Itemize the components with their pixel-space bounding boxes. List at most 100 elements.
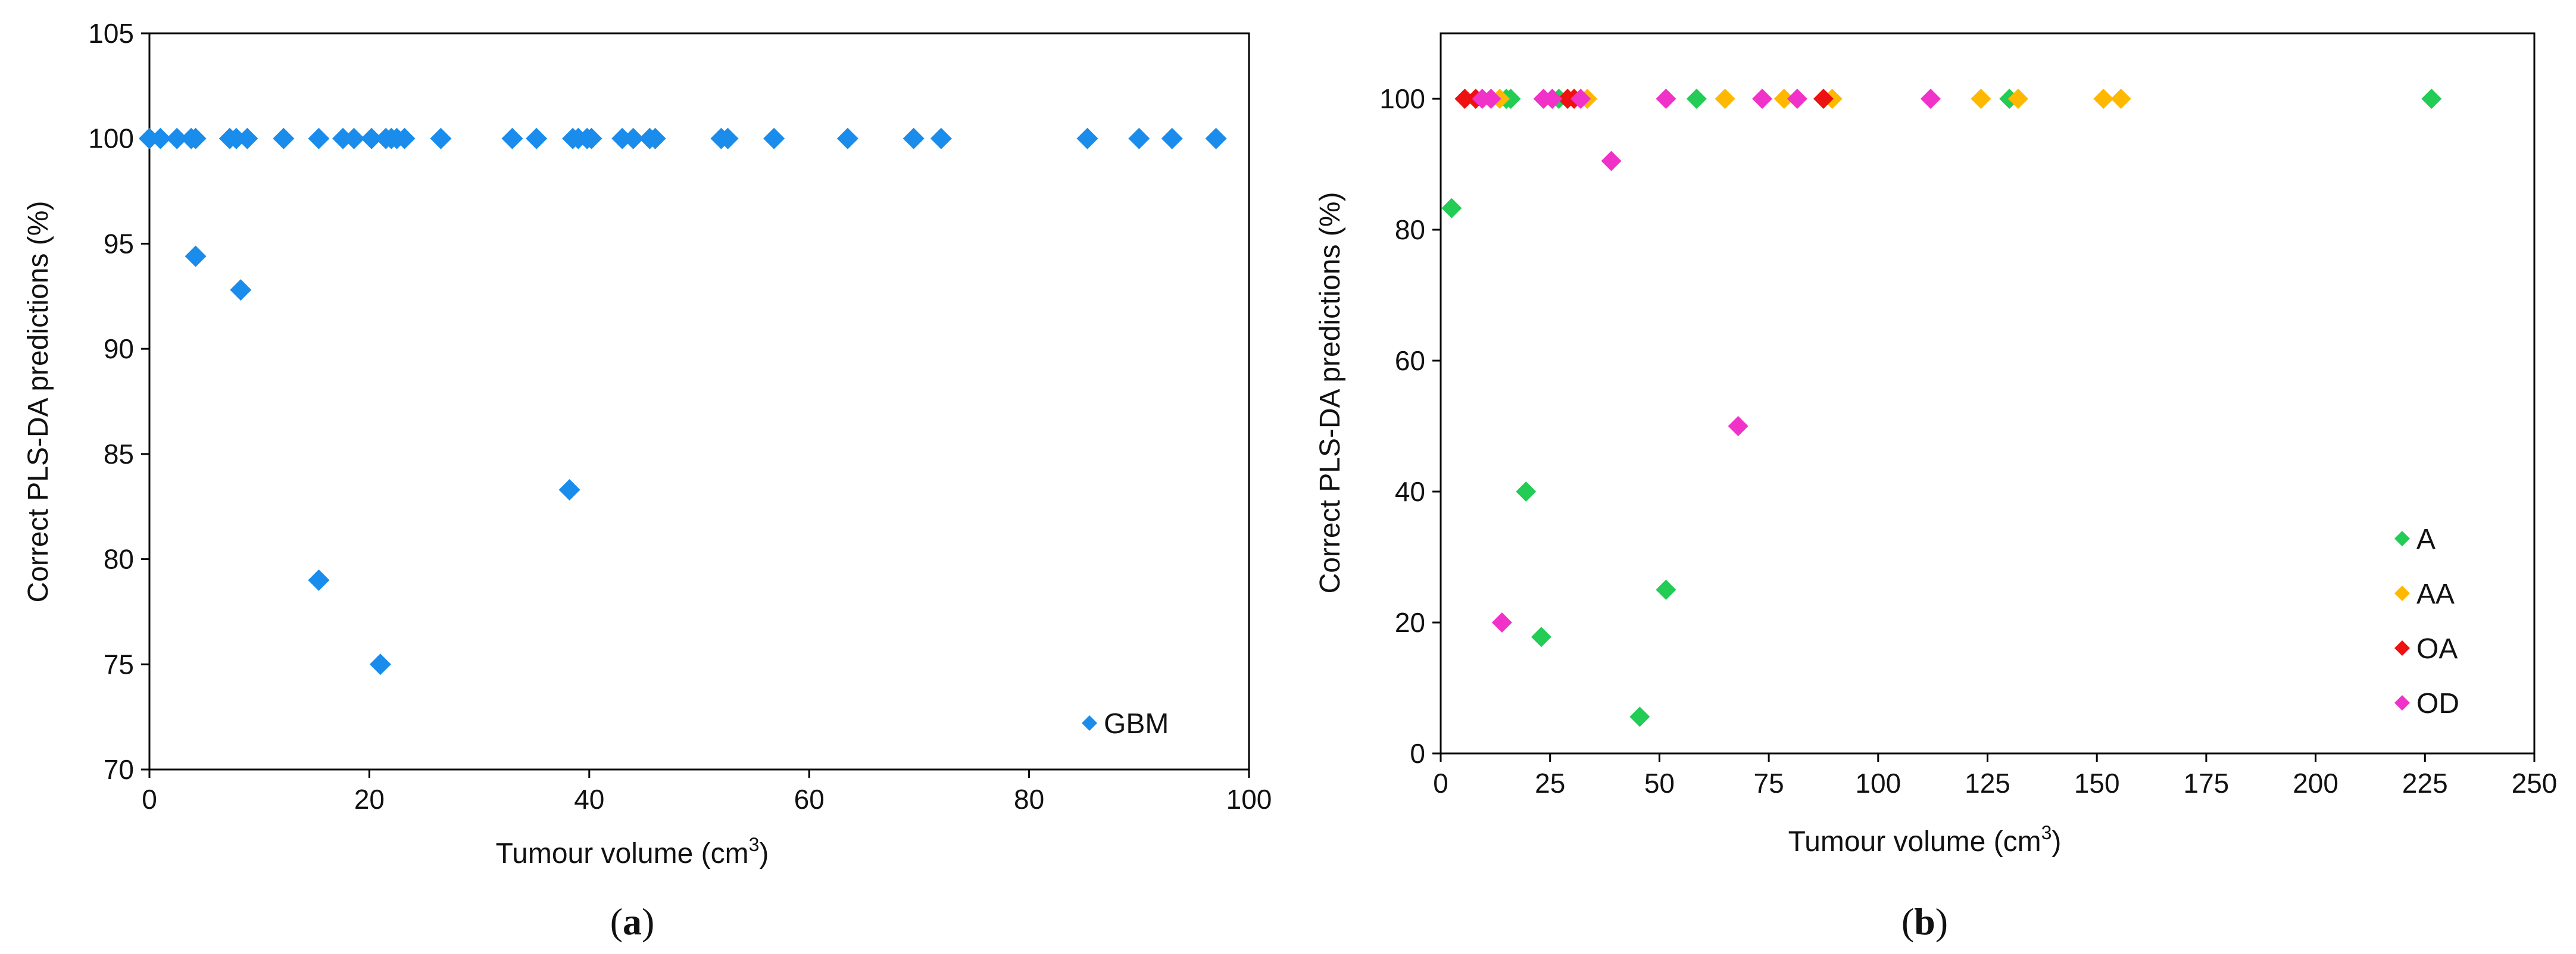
panel-a-y-axis-title: Correct PLS-DA predictions (%) bbox=[23, 201, 54, 603]
panel-a-x-axis-title: Tumour volume (cm3) bbox=[496, 834, 769, 869]
x-tick-label: 75 bbox=[1754, 768, 1784, 799]
x-tick-label: 200 bbox=[2293, 768, 2338, 799]
x-tick-label: 60 bbox=[794, 784, 825, 815]
x-tick-label: 20 bbox=[354, 784, 385, 815]
panel-a-data-points bbox=[139, 127, 1227, 675]
data-point bbox=[185, 245, 207, 267]
data-point bbox=[1128, 127, 1150, 149]
data-point bbox=[225, 127, 247, 149]
data-point bbox=[501, 127, 523, 149]
x-tick-label: 100 bbox=[1226, 784, 1272, 815]
data-point bbox=[558, 478, 580, 501]
data-point bbox=[149, 127, 171, 149]
data-point bbox=[2007, 89, 2028, 109]
series-od bbox=[1472, 89, 1941, 633]
x-tick-label: 0 bbox=[1433, 768, 1448, 799]
data-point bbox=[2421, 89, 2442, 109]
y-tick-label: 105 bbox=[88, 18, 134, 49]
y-tick-label: 95 bbox=[104, 228, 134, 259]
panel-b-y-axis: 0 20 40 60 80 100 bbox=[1379, 83, 1441, 769]
panel-a-plot-area bbox=[148, 32, 1250, 771]
data-point bbox=[1971, 89, 1991, 109]
legend-marker bbox=[1082, 715, 1097, 731]
data-point bbox=[343, 127, 365, 149]
data-point bbox=[763, 127, 785, 149]
data-point bbox=[430, 127, 452, 149]
y-tick-label: 0 bbox=[1410, 738, 1425, 769]
y-tick-label: 75 bbox=[104, 649, 134, 680]
data-point bbox=[1728, 416, 1748, 436]
panel-b-x-axis-title: Tumour volume (cm3) bbox=[1788, 822, 2062, 858]
data-point bbox=[1441, 198, 1462, 218]
data-point bbox=[1570, 89, 1591, 109]
data-point bbox=[139, 127, 160, 149]
data-point bbox=[236, 127, 258, 149]
y-tick-label: 90 bbox=[104, 333, 134, 364]
data-point bbox=[1773, 89, 1794, 109]
panel-b-y-axis-title: Correct PLS-DA predictions (%) bbox=[1314, 192, 1346, 594]
data-point bbox=[332, 127, 354, 149]
y-tick-label: 20 bbox=[1395, 607, 1425, 638]
legend-marker bbox=[2394, 586, 2410, 601]
data-point bbox=[1516, 481, 1537, 502]
legend-marker bbox=[2394, 695, 2410, 711]
x-tick-label: 0 bbox=[142, 784, 157, 815]
legend-marker bbox=[2394, 640, 2410, 656]
y-tick-label: 100 bbox=[1379, 83, 1425, 114]
data-point bbox=[185, 127, 207, 149]
y-tick-label: 70 bbox=[104, 754, 134, 785]
legend-label: A bbox=[2416, 524, 2436, 555]
data-point bbox=[308, 127, 330, 149]
y-tick-label: 85 bbox=[104, 439, 134, 470]
x-tick-label: 250 bbox=[2512, 768, 2558, 799]
data-point bbox=[230, 279, 252, 301]
data-point bbox=[1542, 89, 1563, 109]
data-point bbox=[1629, 706, 1650, 727]
panel-a-label: (a) bbox=[610, 900, 655, 943]
data-point bbox=[644, 127, 666, 149]
y-tick-label: 60 bbox=[1395, 345, 1425, 376]
data-point bbox=[273, 127, 295, 149]
data-point bbox=[836, 127, 858, 149]
data-point bbox=[1920, 89, 1941, 109]
data-point bbox=[1500, 89, 1521, 109]
data-point bbox=[361, 127, 383, 149]
series-gbm bbox=[139, 127, 1227, 675]
legend-label: AA bbox=[2416, 578, 2455, 610]
data-point bbox=[903, 127, 925, 149]
data-point bbox=[526, 127, 548, 149]
data-point bbox=[611, 127, 633, 149]
data-point bbox=[622, 127, 644, 149]
data-point bbox=[1491, 612, 1512, 633]
data-point bbox=[1715, 89, 1735, 109]
legend-label: OD bbox=[2416, 688, 2459, 720]
x-tick-label: 80 bbox=[1014, 784, 1044, 815]
panel-a-legend: GBM bbox=[1082, 708, 1169, 740]
x-tick-label: 25 bbox=[1535, 768, 1565, 799]
data-point bbox=[1481, 89, 1501, 109]
x-tick-label: 150 bbox=[2074, 768, 2120, 799]
data-point bbox=[1686, 89, 1707, 109]
x-tick-label: 225 bbox=[2402, 768, 2448, 799]
data-point bbox=[1076, 127, 1098, 149]
x-tick-label: 175 bbox=[2184, 768, 2230, 799]
y-tick-label: 80 bbox=[104, 544, 134, 575]
panel-b-chart: 0 20 40 60 80 100 0 25 50 75 100 125 150 175 200 225 25… bbox=[1314, 32, 2557, 943]
panel-b-x-axis: 0 25 50 75 100 125 150 175 200 225 250 bbox=[1433, 753, 2557, 799]
data-point bbox=[1161, 127, 1183, 149]
panel-a-x-axis: 0 20 40 60 80 100 bbox=[142, 770, 1272, 815]
y-tick-label: 80 bbox=[1395, 214, 1425, 245]
series-aa bbox=[1490, 89, 2131, 109]
data-point bbox=[1205, 127, 1227, 149]
x-tick-label: 40 bbox=[574, 784, 604, 815]
panel-a-y-axis: 70 75 80 85 90 95 100 105 bbox=[88, 18, 149, 785]
y-tick-label: 100 bbox=[88, 123, 134, 154]
data-point bbox=[717, 127, 739, 149]
data-point bbox=[1454, 89, 1475, 109]
data-point bbox=[930, 127, 952, 149]
data-point bbox=[1752, 89, 1773, 109]
data-point bbox=[2110, 89, 2131, 109]
data-point bbox=[1787, 89, 1807, 109]
y-tick-label: 40 bbox=[1395, 476, 1425, 507]
